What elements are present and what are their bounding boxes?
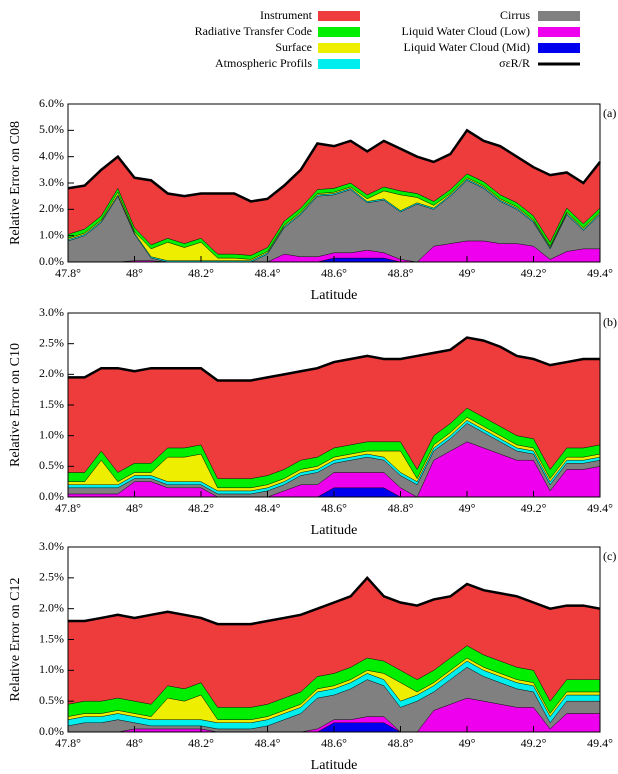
y-tick-label: 0.0% <box>39 254 64 268</box>
legend-swatch <box>318 43 360 53</box>
x-tick-label: 48.8° <box>388 736 414 750</box>
x-axis-label: Latitude <box>311 758 358 773</box>
legend-label: Liquid Water Cloud (Mid) <box>404 40 530 54</box>
x-tick-label: 48.2° <box>188 266 214 280</box>
x-tick-label: 48.6° <box>321 736 347 750</box>
y-tick-label: 3.0% <box>39 305 64 319</box>
x-axis-label: Latitude <box>311 523 358 538</box>
y-tick-label: 5.0% <box>39 122 64 136</box>
legend-label: Cirrus <box>500 8 530 22</box>
legend-label: Atmospheric Profils <box>215 56 312 70</box>
y-tick-label: 3.0% <box>39 539 64 553</box>
y-tick-label: 0.0% <box>39 724 64 738</box>
x-tick-label: 48.8° <box>388 266 414 280</box>
x-tick-label: 48.2° <box>188 736 214 750</box>
legend-swatch <box>318 59 360 69</box>
legend-swatch <box>538 11 580 21</box>
x-tick-label: 48.8° <box>388 501 414 515</box>
y-tick-label: 0.5% <box>39 458 64 472</box>
x-tick-label: 49.2° <box>521 736 547 750</box>
y-tick-label: 1.5% <box>39 631 64 645</box>
legend-label: Radiative Transfer Code <box>195 24 312 38</box>
y-tick-label: 1.0% <box>39 662 64 676</box>
x-tick-label: 48.4° <box>255 736 281 750</box>
y-tick-label: 1.5% <box>39 397 64 411</box>
y-tick-label: 0.0% <box>39 489 64 503</box>
y-tick-label: 4.0% <box>39 148 64 162</box>
panel-label: (b) <box>603 315 617 329</box>
x-tick-label: 49.4° <box>587 266 613 280</box>
y-axis-label: Relative Error on C10 <box>8 343 23 467</box>
panel-label: (c) <box>603 549 616 563</box>
y-axis-label: Relative Error on C12 <box>8 577 23 701</box>
y-tick-label: 0.5% <box>39 693 64 707</box>
y-tick-label: 2.5% <box>39 570 64 584</box>
x-tick-label: 49.2° <box>521 501 547 515</box>
y-tick-label: 2.0% <box>39 201 64 215</box>
y-tick-label: 6.0% <box>39 96 64 110</box>
panel: 0.0% 0.5% 1.0% 1.5% 2.0% 2.5% 3.0% 47.8° 48° 48.2… <box>8 539 616 773</box>
legend-swatch <box>318 27 360 37</box>
x-tick-label: 48° <box>126 501 143 515</box>
x-tick-label: 49.2° <box>521 266 547 280</box>
legend-label: Instrument <box>260 8 313 22</box>
x-tick-label: 48.6° <box>321 266 347 280</box>
x-tick-label: 48° <box>126 736 143 750</box>
x-tick-label: 48.4° <box>255 266 281 280</box>
x-tick-label: 47.8° <box>55 501 81 515</box>
legend-swatch <box>538 43 580 53</box>
x-tick-label: 49.4° <box>587 736 613 750</box>
panel: 0.0% 1.0% 2.0% 3.0% 4.0% 5.0% 6.0% 47.8° 48° 48.2… <box>8 96 616 303</box>
x-tick-label: 48.6° <box>321 501 347 515</box>
legend-swatch <box>318 11 360 21</box>
x-tick-label: 49° <box>459 736 476 750</box>
y-tick-label: 2.5% <box>39 335 64 349</box>
panel: 0.0% 0.5% 1.0% 1.5% 2.0% 2.5% 3.0% 47.8° 48° 48.2… <box>8 305 617 538</box>
total-line <box>68 336 600 382</box>
y-tick-label: 3.0% <box>39 175 64 189</box>
x-tick-label: 48.2° <box>188 501 214 515</box>
legend-swatch <box>538 27 580 37</box>
legend-label: Surface <box>275 40 312 54</box>
x-tick-label: 49° <box>459 266 476 280</box>
x-tick-label: 49° <box>459 501 476 515</box>
legend-label: Liquid Water Cloud (Low) <box>402 24 530 38</box>
x-tick-label: 47.8° <box>55 266 81 280</box>
x-tick-label: 47.8° <box>55 736 81 750</box>
panel-label: (a) <box>603 106 616 120</box>
y-tick-label: 1.0% <box>39 227 64 241</box>
y-tick-label: 2.0% <box>39 600 64 614</box>
x-tick-label: 49.4° <box>587 501 613 515</box>
x-tick-label: 48° <box>126 266 143 280</box>
total-line <box>68 575 601 626</box>
y-tick-label: 2.0% <box>39 366 64 380</box>
y-axis-label: Relative Error on C08 <box>8 121 23 245</box>
total-line <box>67 128 601 203</box>
y-tick-label: 1.0% <box>39 427 64 441</box>
x-tick-label: 48.4° <box>255 501 281 515</box>
x-axis-label: Latitude <box>311 288 358 303</box>
legend-label: σεR/R <box>499 56 530 70</box>
